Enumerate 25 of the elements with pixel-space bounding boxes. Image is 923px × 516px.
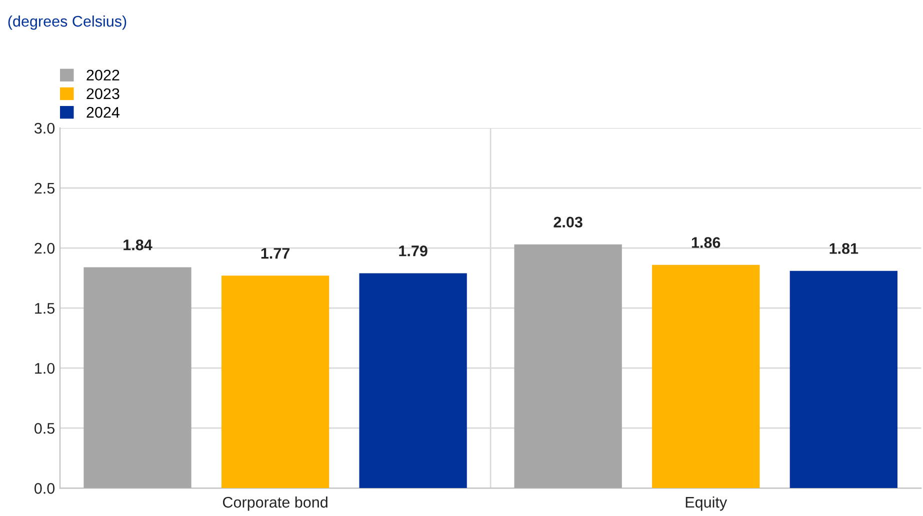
y-tick-label: 0.0 xyxy=(34,483,55,494)
x-tick-label: Corporate bond xyxy=(222,496,328,511)
bar xyxy=(790,270,898,488)
bar xyxy=(652,264,760,488)
legend-label: 2023 xyxy=(86,88,120,100)
legend-label: 2024 xyxy=(86,106,120,118)
bar xyxy=(514,244,622,488)
y-tick-label: 3.0 xyxy=(34,122,55,134)
data-label: 1.86 xyxy=(692,237,720,248)
y-tick-label: 1.5 xyxy=(35,303,54,314)
x-tick-label: Equity xyxy=(686,496,728,511)
y-tick-label: 1.0 xyxy=(35,362,55,374)
y-tick-label: 2.5 xyxy=(34,182,54,194)
bar xyxy=(359,273,467,488)
data-label: 1.79 xyxy=(399,246,428,256)
data-label: 1.81 xyxy=(830,243,858,254)
data-label: 1.84 xyxy=(124,240,152,250)
bar xyxy=(84,267,192,488)
y-tick-label: 2.0 xyxy=(34,242,55,254)
bar xyxy=(221,276,330,488)
text: (degrees Celsius) xyxy=(8,15,126,30)
y-tick-label: 0.5 xyxy=(34,422,54,434)
data-label: 1.77 xyxy=(261,248,290,259)
data-label: 2.03 xyxy=(554,216,582,228)
legend-label: 2022 xyxy=(86,70,120,81)
